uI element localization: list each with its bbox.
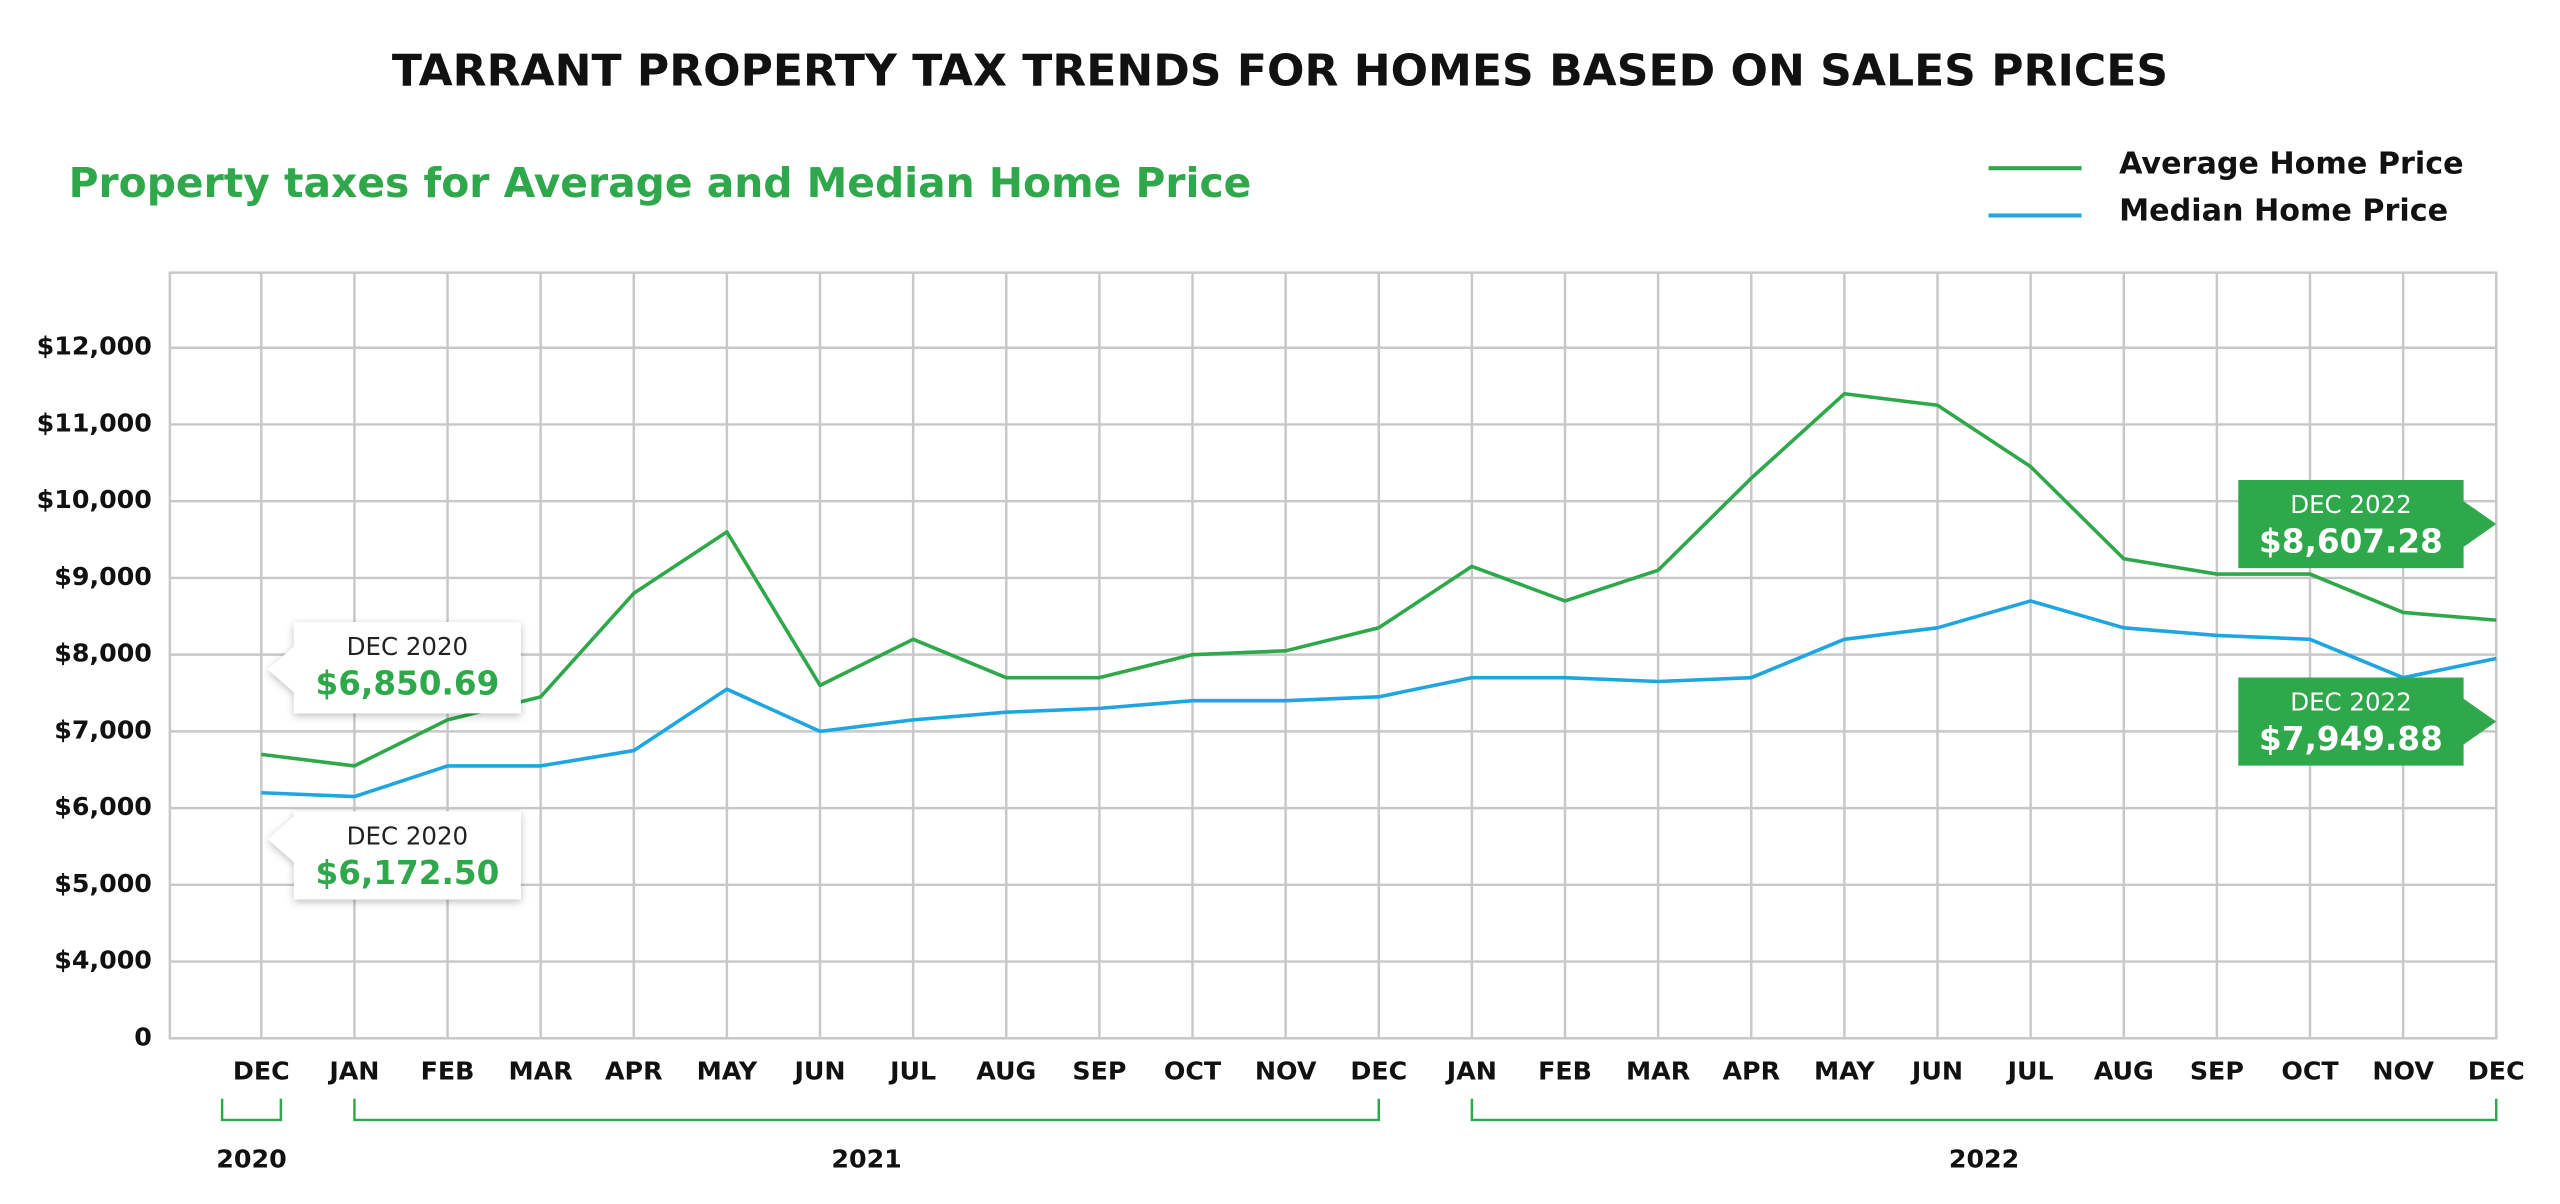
- chart-title: TARRANT PROPERTY TAX TRENDS FOR HOMES BA…: [392, 45, 2168, 96]
- callout-value: $7,949.88: [2259, 720, 2443, 758]
- year-bracket: [353, 1098, 1380, 1122]
- y-tick-label: 0: [134, 1022, 152, 1051]
- callout-value: $6,172.50: [316, 854, 500, 892]
- x-tick-label: SEP: [1072, 1057, 1126, 1086]
- y-tick-label: $4,000: [54, 946, 152, 975]
- year-bracket: [220, 1098, 283, 1122]
- x-tick-label: JUL: [888, 1057, 936, 1086]
- x-tick-label: APR: [605, 1057, 663, 1086]
- x-tick-label: DEC: [233, 1057, 290, 1086]
- chart-subtitle: Property taxes for Average and Median Ho…: [69, 159, 1252, 207]
- x-tick-label: AUG: [976, 1057, 1036, 1086]
- y-tick-label: $5,000: [54, 869, 152, 898]
- callout-date: DEC 2022: [2290, 490, 2411, 519]
- x-tick-label: DEC: [2468, 1057, 2525, 1086]
- x-tick-label: JUN: [792, 1057, 845, 1086]
- x-tick-label: JUN: [1910, 1057, 1963, 1086]
- legend-label: Median Home Price: [2119, 194, 2448, 229]
- year-label: 2020: [216, 1145, 286, 1174]
- callout-box: [267, 811, 521, 900]
- y-tick-label: $7,000: [54, 715, 152, 744]
- x-tick-label: NOV: [2372, 1057, 2434, 1086]
- x-tick-label: DEC: [1350, 1057, 1407, 1086]
- callout: DEC 2022 $7,949.88: [2238, 677, 2497, 766]
- x-tick-label: NOV: [1255, 1057, 1317, 1086]
- callout-date: DEC 2022: [2290, 688, 2411, 717]
- callout-date: DEC 2020: [347, 632, 468, 661]
- callout: DEC 2020 $6,172.50: [267, 811, 521, 900]
- x-tick-label: JUL: [2006, 1057, 2054, 1086]
- legend-label: Average Home Price: [2119, 146, 2463, 181]
- callout-box: [2238, 677, 2497, 766]
- year-bracket: [1470, 1098, 2498, 1122]
- series-line: [261, 391, 2497, 768]
- y-tick-label: $12,000: [37, 332, 152, 361]
- x-tick-label: MAY: [1814, 1057, 1875, 1086]
- x-tick-label: AUG: [2094, 1057, 2154, 1086]
- x-tick-label: FEB: [421, 1057, 475, 1086]
- x-tick-label: OCT: [2281, 1057, 2339, 1086]
- callout-date: DEC 2020: [347, 821, 468, 850]
- x-tick-label: MAR: [1626, 1057, 1690, 1086]
- x-tick-label: SEP: [2190, 1057, 2244, 1086]
- x-tick-label: JAN: [1445, 1057, 1497, 1086]
- callout-value: $8,607.28: [2259, 523, 2443, 561]
- y-tick-label: $11,000: [37, 408, 152, 437]
- callout: DEC 2022 $8,607.28: [2238, 479, 2497, 569]
- x-tick-label: JAN: [327, 1057, 379, 1086]
- callout-box: [2238, 479, 2497, 569]
- y-tick-label: $6,000: [54, 792, 152, 821]
- y-tick-label: $10,000: [37, 485, 152, 514]
- x-tick-label: MAR: [509, 1057, 573, 1086]
- x-tick-label: OCT: [1164, 1057, 1222, 1086]
- y-tick-label: $9,000: [54, 562, 152, 591]
- callout: DEC 2020 $6,850.69: [267, 621, 521, 714]
- year-label: 2022: [1949, 1145, 2019, 1174]
- y-tick-label: $8,000: [54, 639, 152, 668]
- callout-box: [267, 621, 521, 714]
- x-tick-label: MAY: [697, 1057, 758, 1086]
- callout-value: $6,850.69: [316, 665, 500, 703]
- series-line: [261, 599, 2497, 799]
- year-label: 2021: [831, 1145, 901, 1174]
- x-tick-label: APR: [1722, 1057, 1780, 1086]
- x-tick-label: FEB: [1538, 1057, 1592, 1086]
